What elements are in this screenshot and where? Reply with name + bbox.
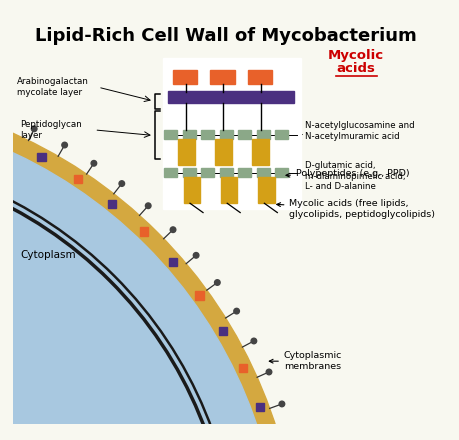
Bar <box>164 130 177 139</box>
Circle shape <box>289 434 295 440</box>
Circle shape <box>0 92 298 440</box>
Bar <box>210 70 234 84</box>
Bar <box>195 291 203 300</box>
Circle shape <box>119 181 124 187</box>
Text: Mycolic: Mycolic <box>328 49 384 62</box>
Bar <box>238 168 251 177</box>
Circle shape <box>62 312 103 354</box>
Bar <box>247 70 271 84</box>
Bar <box>173 70 197 84</box>
Bar <box>168 91 293 103</box>
Bar <box>275 168 288 177</box>
Bar <box>108 199 116 208</box>
Bar <box>201 130 214 139</box>
Circle shape <box>81 413 107 439</box>
Circle shape <box>0 112 6 117</box>
Bar <box>37 153 45 161</box>
Bar <box>238 130 251 139</box>
Bar <box>182 168 195 177</box>
Bar <box>0 135 7 143</box>
Text: D-glutamic acid,
m-diaminopimelic acid,
L- and D-alanine: D-glutamic acid, m-diaminopimelic acid, … <box>302 161 405 191</box>
Bar <box>218 326 227 335</box>
Circle shape <box>170 227 175 232</box>
Circle shape <box>0 150 240 440</box>
Text: Lipid-Rich Cell Wall of Mycobacterium: Lipid-Rich Cell Wall of Mycobacterium <box>35 27 416 45</box>
Text: acids: acids <box>336 62 375 75</box>
Circle shape <box>266 369 271 375</box>
Circle shape <box>66 310 106 351</box>
Bar <box>238 364 247 372</box>
Circle shape <box>233 308 239 314</box>
Text: Cytoplasm: Cytoplasm <box>20 250 76 260</box>
Bar <box>164 168 177 177</box>
Circle shape <box>0 131 259 440</box>
Circle shape <box>43 303 66 326</box>
Bar <box>215 139 231 165</box>
Bar <box>275 130 288 139</box>
Bar <box>169 258 177 266</box>
Text: Peptidoglycan
layer: Peptidoglycan layer <box>20 120 82 139</box>
Text: Cytoplasmic
membranes: Cytoplasmic membranes <box>269 352 341 371</box>
Bar <box>257 177 274 203</box>
Circle shape <box>0 293 28 342</box>
Circle shape <box>31 126 37 132</box>
Bar <box>163 59 300 209</box>
Circle shape <box>145 203 151 209</box>
Bar <box>256 168 269 177</box>
Circle shape <box>279 401 284 407</box>
Bar <box>220 177 237 203</box>
Bar <box>256 130 269 139</box>
Circle shape <box>214 280 220 285</box>
Bar <box>140 227 148 236</box>
Circle shape <box>4 345 56 396</box>
Circle shape <box>193 253 198 258</box>
Circle shape <box>0 132 258 440</box>
Circle shape <box>0 296 35 338</box>
Bar <box>219 168 232 177</box>
Circle shape <box>91 161 96 166</box>
Bar <box>64 142 156 198</box>
Bar <box>201 168 214 177</box>
Text: Polypeptides (e.g., PPD): Polypeptides (e.g., PPD) <box>285 169 409 178</box>
Circle shape <box>251 338 256 344</box>
Circle shape <box>0 350 25 383</box>
Bar <box>252 139 269 165</box>
Text: N-acetylglucosamine and
N-acetylmuramic acid: N-acetylglucosamine and N-acetylmuramic … <box>302 121 414 140</box>
Text: Arabinogalactan
mycolate layer: Arabinogalactan mycolate layer <box>17 77 89 97</box>
Circle shape <box>0 110 280 440</box>
Bar <box>73 175 82 183</box>
Bar <box>178 139 194 165</box>
Circle shape <box>0 110 280 440</box>
Bar <box>183 177 200 203</box>
Bar <box>219 130 232 139</box>
Circle shape <box>0 173 217 440</box>
Bar <box>255 403 263 411</box>
Circle shape <box>0 389 21 418</box>
Text: Mycolic acids (free lipids,
glycolipids, peptidoglycolipids): Mycolic acids (free lipids, glycolipids,… <box>276 199 435 219</box>
Bar <box>182 130 195 139</box>
Circle shape <box>62 142 67 148</box>
